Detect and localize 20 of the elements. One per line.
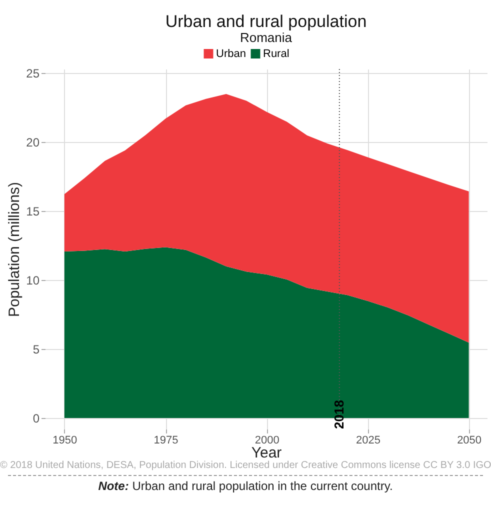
text: Note: Urban and rural population in the current country. <box>8 475 483 493</box>
y-tick-label: 5 <box>32 342 40 356</box>
y-axis-title: Population (millions) <box>6 182 24 318</box>
y-tick-label: 20 <box>26 136 40 150</box>
x-axis-title: Year <box>251 444 282 462</box>
x-tick-label: 1950 <box>52 434 78 446</box>
x-tick-label: 2050 <box>457 434 482 446</box>
x-tick-label: 2000 <box>254 434 280 446</box>
chart-title: Urban and rural population <box>165 12 367 31</box>
y-tick-label: 10 <box>26 274 40 288</box>
chart-subtitle: Romania <box>240 30 293 45</box>
y-tick-label: 25 <box>26 66 40 81</box>
y-tick-label: 0 <box>32 411 40 426</box>
legend-label: Rural <box>263 48 290 60</box>
ref-line-label: 2018 <box>331 400 346 429</box>
text: © 2018 United Nations, DESA, Population Division. Licensed under Creative Commons license CC BY 3.0 IGO <box>0 460 491 471</box>
legend-label: Urban <box>216 48 246 60</box>
y-tick-label: 15 <box>26 204 40 219</box>
x-tick-label: 1975 <box>154 434 178 446</box>
x-tick-label: 2025 <box>356 434 380 446</box>
